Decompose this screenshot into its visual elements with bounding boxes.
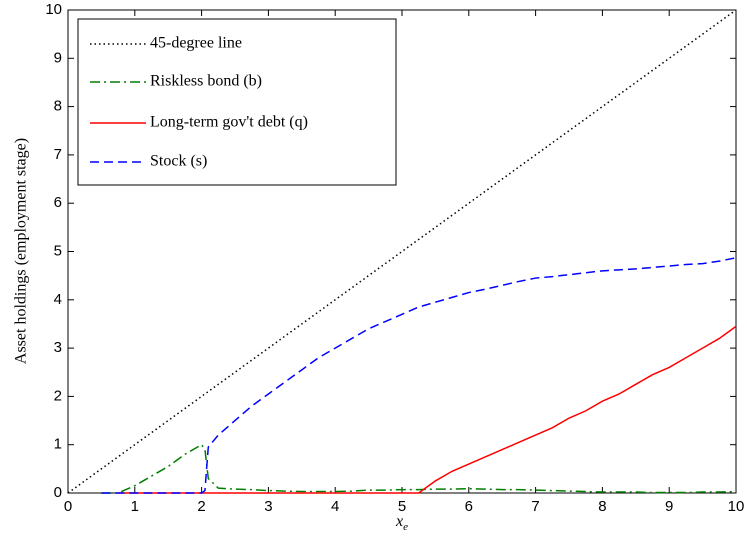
legend-label: Stock (s)	[150, 153, 207, 170]
x-tick-label: 10	[728, 498, 745, 515]
y-axis-label: Asset holdings (employment stage)	[13, 138, 30, 364]
legend-label: 45-degree line	[150, 35, 242, 52]
y-tick-label: 5	[54, 242, 62, 259]
y-tick-label: 2	[54, 387, 62, 404]
x-tick-label: 6	[465, 498, 473, 515]
x-tick-label: 2	[197, 498, 205, 515]
x-tick-label: 3	[264, 498, 272, 515]
y-tick-label: 9	[54, 49, 62, 66]
x-label-base: x	[395, 513, 403, 530]
x-tick-label: 8	[598, 498, 606, 515]
x-tick-label: 7	[531, 498, 539, 515]
series-line	[101, 443, 737, 494]
x-axis-label: xe	[395, 513, 408, 533]
x-tick-label: 5	[398, 498, 406, 515]
x-tick-label: 0	[64, 498, 72, 515]
x-tick-label: 4	[331, 498, 339, 515]
legend-label: Long-term gov't debt (q)	[150, 114, 308, 131]
y-tick-label: 4	[54, 291, 62, 308]
x-tick-label: 9	[665, 498, 673, 515]
y-tick-label: 10	[45, 1, 62, 18]
y-tick-label: 6	[54, 194, 62, 211]
legend-label: Riskless bond (b)	[150, 73, 262, 90]
y-tick-label: 3	[54, 339, 62, 356]
x-label-sub: e	[403, 521, 408, 533]
x-tick-label: 1	[131, 498, 139, 515]
series-line	[101, 257, 737, 494]
y-tick-label: 0	[54, 484, 62, 501]
legend-box	[77, 18, 397, 186]
y-tick-label: 7	[54, 146, 62, 163]
y-tick-label: 8	[54, 98, 62, 115]
series-line	[118, 325, 737, 494]
series-line	[67, 9, 737, 494]
y-tick-label: 1	[54, 436, 62, 453]
